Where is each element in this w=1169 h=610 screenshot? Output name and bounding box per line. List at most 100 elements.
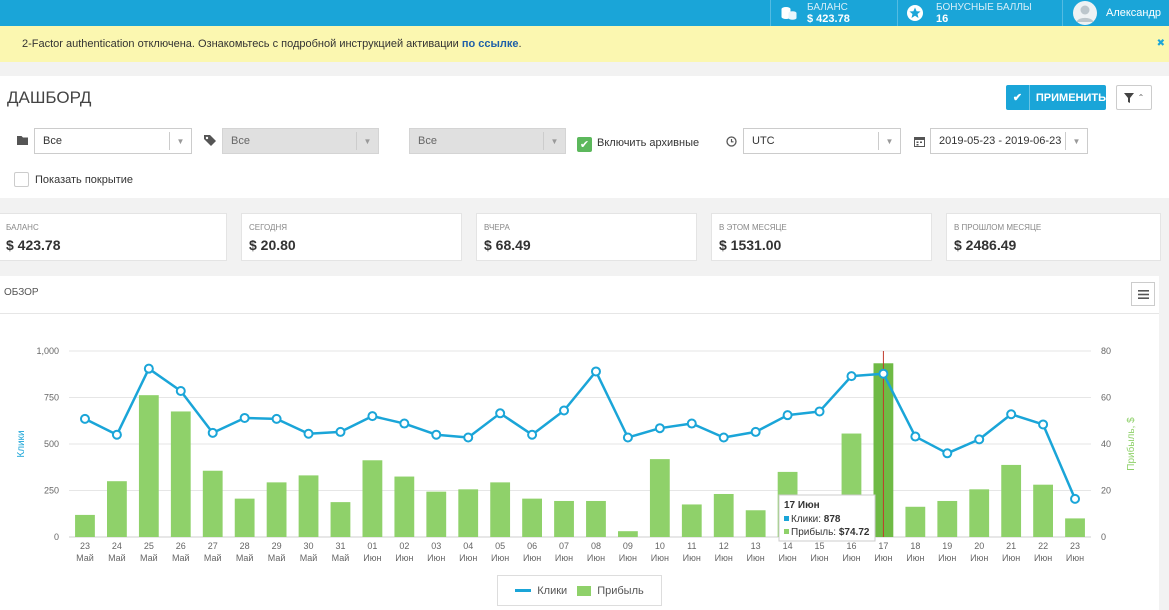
avatar (1073, 1, 1097, 25)
clicks-point (79, 413, 90, 424)
stat-card-today: СЕГОДНЯ $ 20.80 (241, 213, 462, 261)
user-menu[interactable]: Александр ⌵ (1073, 0, 1169, 26)
coins-icon (781, 7, 797, 20)
clicks-point (1038, 419, 1049, 430)
profit-bar (522, 498, 542, 537)
stat-card-last-month: В ПРОШЛОМ МЕСЯЦЕ $ 2486.49 (946, 213, 1161, 261)
x-tick-label: 07 Июн (555, 541, 573, 563)
stat-card-balance: БАЛАНС $ 423.78 (0, 213, 227, 261)
profit-bar (969, 489, 990, 537)
profit-bar (234, 498, 255, 537)
calendar-icon (914, 137, 925, 147)
stat-value: $ 68.49 (484, 237, 531, 253)
tooltip-profit-label: Прибыль: (791, 526, 839, 538)
legend-item-profit[interactable]: Прибыль (577, 585, 644, 597)
profit-bar (1065, 518, 1085, 537)
stat-value: $ 20.80 (249, 237, 296, 253)
balance-value: $ 423.78 (807, 12, 850, 25)
x-tick-label: 21 Июн (1002, 541, 1020, 563)
x-tick-label: 09 Июн (619, 541, 637, 563)
chart-tooltip: 17 Июн Клики: 878 Прибыль: $74.72 (778, 494, 876, 542)
stat-value: $ 423.78 (6, 237, 61, 253)
bonus-value: 16 (936, 12, 949, 25)
y-right-tick-label: 40 (1101, 439, 1111, 449)
coverage-checkbox[interactable] (14, 172, 29, 187)
clicks-point (590, 366, 601, 377)
clicks-point (654, 423, 665, 434)
y-right-tick-label: 20 (1101, 486, 1111, 496)
tooltip-profit-marker (784, 529, 789, 534)
x-tick-label: 29 Май (268, 541, 286, 563)
legend-profit-label: Прибыль (597, 584, 644, 597)
tooltip-clicks-label: Клики: (791, 514, 824, 525)
stat-label: ВЧЕРА (484, 223, 510, 232)
clicks-point (846, 371, 857, 382)
date-range-picker[interactable]: 2019-05-23 - 2019-06-23 ▼ (930, 128, 1088, 154)
bonus-widget[interactable]: БОНУСНЫЕ БАЛЛЫ 16 (906, 0, 1032, 26)
clicks-point (431, 429, 442, 440)
tooltip-clicks-marker (784, 516, 789, 521)
profit-bar (266, 482, 287, 537)
clicks-point (910, 431, 921, 442)
filter-toggle-button[interactable]: ⌃ (1116, 85, 1152, 110)
menu-icon (1137, 289, 1149, 299)
timezone-value: UTC (752, 135, 775, 147)
x-tick-label: 27 Май (204, 541, 222, 563)
profit-bar (202, 470, 223, 537)
x-tick-label: 05 Июн (491, 541, 509, 563)
tooltip-profit-value: $74.72 (839, 527, 870, 538)
profit-bar (1033, 484, 1053, 537)
tooltip-profit-row: Прибыль: $74.72 (791, 526, 870, 538)
profit-bar (745, 510, 766, 537)
apply-label: ПРИМЕНИТЬ (1035, 91, 1106, 104)
notice-tail: . (518, 38, 522, 50)
close-icon[interactable]: ✖ (1156, 38, 1165, 49)
clicks-series (79, 363, 1081, 504)
clicks-point (878, 368, 889, 379)
profit-bar (490, 482, 511, 537)
tooltip-clicks-row: Клики: 878 (791, 514, 841, 525)
coverage-label: Показать покрытие (35, 174, 134, 186)
clicks-point (239, 412, 250, 423)
profit-bar (362, 460, 383, 537)
profit-bar (330, 502, 351, 537)
page-title: ДАШБОРД (7, 88, 92, 107)
clicks-point (399, 418, 410, 429)
profit-bars (75, 363, 1085, 537)
notice-text: 2-Factor authentication отключена. Ознак… (22, 38, 459, 50)
x-tick-label: 15 Июн (810, 541, 828, 563)
profit-bar (713, 493, 734, 537)
chart-grid (69, 350, 1091, 538)
clicks-line (84, 367, 1077, 500)
stat-value: $ 1531.00 (719, 237, 782, 253)
apply-button[interactable]: ✔ ПРИМЕНИТЬ (1006, 85, 1106, 110)
stat-label: В ЭТОМ МЕСЯЦЕ (719, 223, 787, 232)
y-right-tick-label: 0 (1101, 532, 1106, 542)
check-icon: ✔ (1006, 85, 1030, 110)
divider (0, 313, 1159, 314)
clicks-point (303, 428, 314, 439)
folder-select[interactable]: Все ▼ (34, 128, 192, 154)
folder-select-value: Все (43, 135, 62, 147)
clicks-point (175, 385, 186, 396)
x-tick-label: 03 Июн (427, 541, 445, 563)
balance-widget[interactable]: БАЛАНС $ 423.78 (780, 0, 850, 26)
user-name: Александр (1106, 7, 1162, 19)
x-tick-label: 13 Июн (747, 541, 765, 563)
tag-select[interactable]: Все ▼ (222, 128, 379, 154)
star-icon (907, 5, 923, 21)
timezone-select[interactable]: UTC ▼ (743, 128, 901, 154)
bonus-label: БОНУСНЫЕ БАЛЛЫ (936, 1, 1032, 13)
notice-link[interactable]: по ссылке (461, 38, 519, 50)
legend-profit-swatch (577, 585, 592, 596)
secondary-select[interactable]: Все ▼ (409, 128, 566, 154)
clicks-point (814, 406, 825, 417)
y-left-tick-label: 1,000 (36, 346, 59, 356)
chart-menu-button[interactable] (1131, 282, 1155, 306)
archive-checkbox[interactable]: ✔ (577, 137, 592, 152)
legend-item-clicks[interactable]: Клики (515, 585, 567, 597)
clicks-point (271, 413, 282, 424)
x-tick-label: 17 Июн (874, 541, 892, 563)
chevron-down-icon: ▼ (169, 132, 191, 150)
x-tick-label: 23 Май (76, 541, 94, 563)
